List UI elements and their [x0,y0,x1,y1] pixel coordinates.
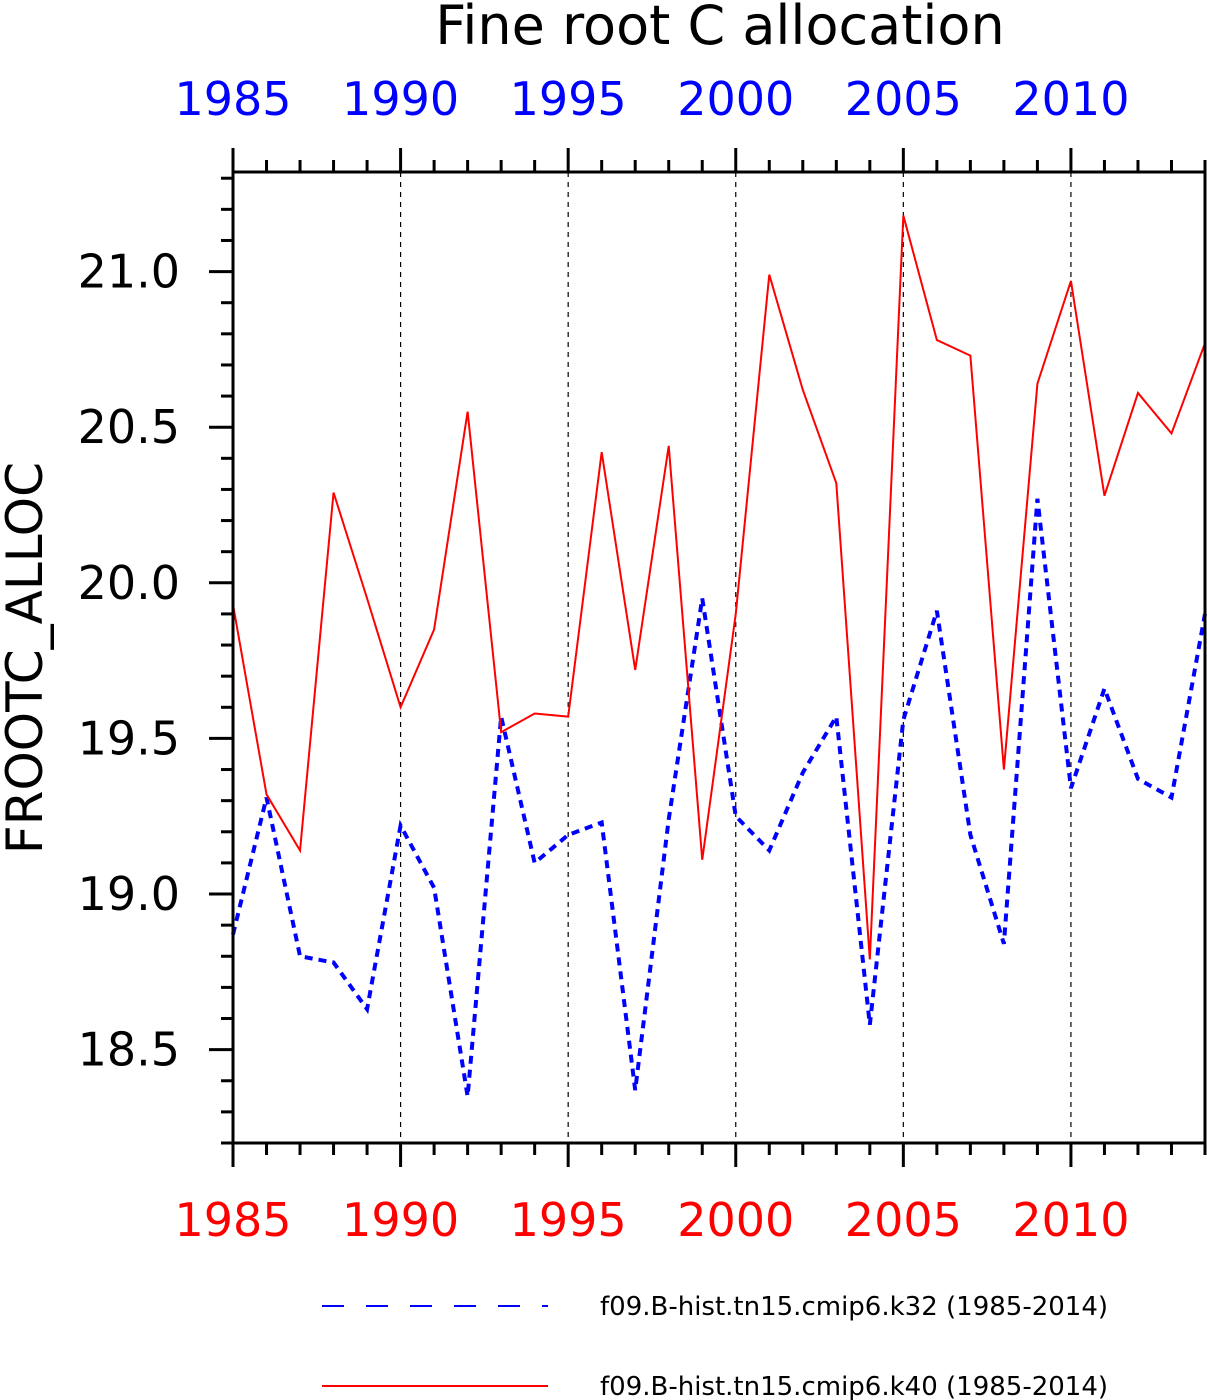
x-tick-label-bottom: 1990 [342,1193,459,1247]
legend-label-2: f09.B-hist.tn15.cmip6.k40 (1985-2014) [600,1372,1108,1400]
axis-ticks [209,148,1207,1167]
chart-title: Fine root C allocation [435,0,1004,57]
x-tick-label-bottom: 2000 [677,1193,794,1247]
x-tick-label-bottom: 2005 [845,1193,962,1247]
x-tick-label-top: 1985 [174,72,291,126]
x-tick-label-top: 2000 [677,72,794,126]
legend: f09.B-hist.tn15.cmip6.k32 (1985-2014) f09… [322,1292,1108,1400]
y-tick-label: 19.0 [78,867,180,921]
y-tick-label: 20.5 [78,400,180,454]
x-tick-label-bottom: 2010 [1012,1193,1129,1247]
x-tick-label-top: 2010 [1012,72,1129,126]
y-tick-label: 21.0 [78,245,180,299]
y-tick-label: 20.0 [78,556,180,610]
tick-labels: 1985 1985 1990 1990 1995 1995 2000 2000 2005 2005… [78,72,1130,1247]
series-line-1 [231,498,1207,1097]
plot-frame [231,170,1207,1145]
x-tick-label-top: 2005 [845,72,962,126]
y-tick-label: 18.5 [78,1023,180,1077]
x-tick-label-top: 1995 [510,72,627,126]
series-group [231,215,1207,1097]
x-tick-label-top: 1990 [342,72,459,126]
series-line-2 [232,215,1206,960]
x-tick-label-bottom: 1995 [510,1193,627,1247]
y-tick-label: 19.5 [78,711,180,765]
legend-label-1: f09.B-hist.tn15.cmip6.k32 (1985-2014) [600,1292,1108,1322]
y-axis-label: FROOTC_ALLOC [0,462,54,854]
x-tick-label-bottom: 1985 [174,1193,291,1247]
x-gridlines [399,172,1072,1143]
